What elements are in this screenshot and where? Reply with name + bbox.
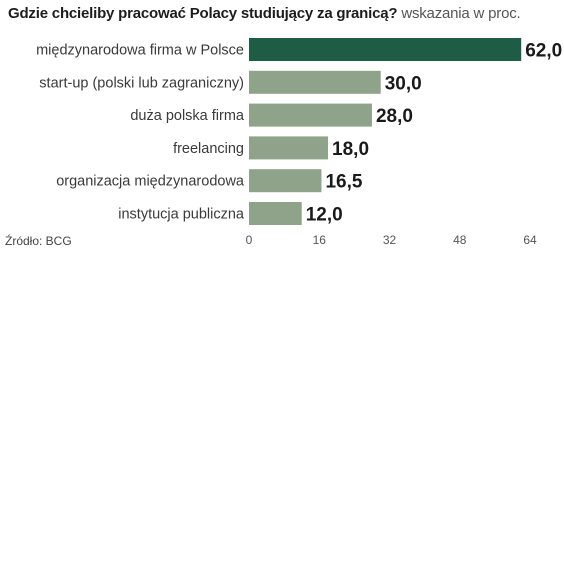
bar-0 xyxy=(249,38,522,61)
x-tick-label-3: 48 xyxy=(453,233,467,247)
category-label-3: freelancing xyxy=(173,141,244,157)
bar-5 xyxy=(249,202,302,225)
chart-title-main: Gdzie chcieliby pracować Polacy studiują… xyxy=(8,5,398,22)
source-note: Źródło: BCG xyxy=(5,234,72,248)
category-label-1: start-up (polski lub zagraniczny) xyxy=(39,75,244,91)
value-label-5: 12,0 xyxy=(306,205,343,226)
value-label-3: 18,0 xyxy=(332,139,369,160)
value-label-1: 30,0 xyxy=(385,73,422,94)
x-tick-label-2: 32 xyxy=(383,233,397,247)
x-tick-label-4: 64 xyxy=(523,233,537,247)
bar-4 xyxy=(249,169,322,193)
bar-1 xyxy=(249,70,381,94)
x-tick-label-1: 16 xyxy=(313,233,327,247)
value-label-4: 16,5 xyxy=(325,172,362,193)
value-label-0: 62,0 xyxy=(525,41,562,62)
x-tick-label-0: 0 xyxy=(246,233,253,247)
category-label-5: instytucja publiczna xyxy=(118,207,245,223)
chart-title: Gdzie chcieliby pracować Polacy studiują… xyxy=(8,5,560,22)
bar-3 xyxy=(249,136,329,160)
category-label-2: duża polska firma xyxy=(130,108,245,124)
bar-2 xyxy=(249,103,372,127)
category-label-0: międzynarodowa firma w Polsce xyxy=(36,43,244,59)
value-label-2: 28,0 xyxy=(376,106,413,127)
chart-subtitle: wskazania w proc. xyxy=(401,5,521,22)
category-label-4: organizacja międzynarodowa xyxy=(56,174,245,190)
